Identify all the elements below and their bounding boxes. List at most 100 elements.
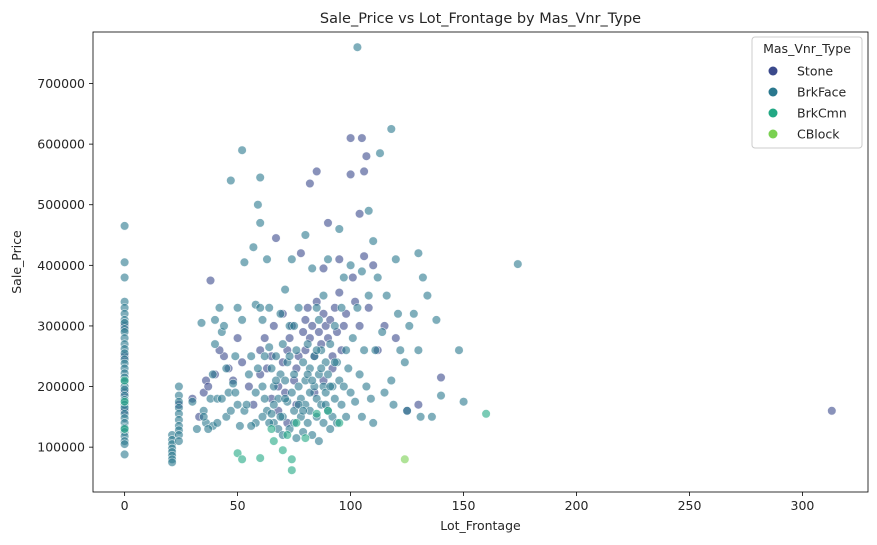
point-brkface (237, 145, 247, 155)
point-brkcmn (282, 430, 292, 440)
point-brkface (289, 321, 299, 331)
point-brkface (278, 339, 288, 349)
legend-label-cblock: CBlock (797, 127, 840, 142)
point-brkface (375, 148, 385, 158)
point-stone (339, 321, 349, 331)
legend-marker-brkcmn (768, 108, 778, 118)
point-brkface (388, 400, 399, 410)
point-brkface (341, 345, 351, 355)
point-brkface (352, 42, 363, 52)
point-stone (260, 333, 270, 343)
point-stone (355, 209, 365, 219)
point-brkface (303, 418, 313, 428)
point-brkface (379, 388, 390, 398)
point-brkface (330, 321, 340, 331)
point-brkface (210, 315, 220, 325)
point-brkface (355, 369, 365, 380)
point-brkface (413, 248, 424, 258)
x-tick-label: 300 (791, 498, 815, 513)
point-stone (305, 178, 315, 189)
point-stone (269, 321, 279, 331)
point-stone (357, 133, 367, 143)
point-brkface (400, 357, 410, 367)
point-brkface (339, 381, 349, 392)
x-axis-ticks: 0 50 100 150 200 250 300 (121, 492, 815, 513)
point-brkcmn (323, 406, 333, 416)
point-brkface (260, 351, 270, 361)
point-brkface (352, 303, 363, 313)
point-brkface (359, 345, 369, 355)
legend-marker-stone (768, 66, 778, 76)
point-brkface (416, 412, 426, 422)
point-brkface (346, 260, 356, 270)
point-brkface (427, 412, 437, 422)
point-stone (233, 333, 243, 343)
point-stone (312, 166, 322, 176)
point-brkface (350, 397, 360, 407)
legend-box (751, 36, 863, 149)
point-brkface (325, 339, 335, 349)
point-brkface (404, 321, 414, 331)
point-brkface (287, 254, 297, 264)
point-brkface (413, 345, 424, 355)
point-brkface (436, 391, 446, 401)
point-brkface (339, 272, 349, 283)
point-stone (323, 218, 333, 228)
point-brkface (298, 357, 308, 367)
point-stone (359, 251, 369, 261)
point-brkface (271, 351, 281, 361)
legend-label-stone: Stone (797, 64, 833, 79)
point-brkface (119, 221, 130, 231)
point-brkface (386, 375, 396, 386)
point-brkface (391, 254, 401, 264)
point-stone (307, 321, 317, 331)
point-brkface (237, 315, 247, 325)
point-stone (827, 406, 837, 416)
point-brkface (314, 436, 324, 446)
point-brkface (325, 424, 335, 434)
points-layer (119, 42, 837, 475)
point-brkcmn (334, 418, 344, 428)
point-brkcmn (278, 445, 288, 455)
point-brkface (382, 291, 392, 301)
point-brkface (409, 309, 419, 319)
point-brkcmn (291, 418, 302, 428)
point-brkface (280, 394, 290, 404)
point-brkface (266, 363, 277, 374)
point-brkface (221, 363, 231, 374)
point-brkface (312, 303, 322, 313)
point-brkface (323, 369, 333, 380)
point-brkface (334, 224, 344, 234)
point-brkface (262, 254, 272, 264)
point-brkface (226, 175, 236, 186)
point-stone (368, 260, 378, 270)
y-axis-label: Sale_Price (9, 230, 24, 294)
point-brkface (330, 357, 340, 367)
point-stone (314, 327, 324, 337)
point-brkface (312, 345, 322, 355)
point-cblock (400, 454, 410, 464)
point-brkface (260, 394, 270, 404)
point-brkface (373, 272, 383, 283)
point-brkface (257, 381, 268, 392)
point-brkface (386, 124, 396, 134)
point-brkcmn (255, 453, 265, 463)
point-brkface (257, 315, 268, 325)
y-tick-label: 600000 (37, 137, 85, 152)
point-brkface (119, 449, 130, 460)
point-brkface (255, 218, 265, 228)
point-brkface (513, 259, 523, 269)
point-stone (413, 400, 424, 410)
point-brkface (196, 318, 207, 328)
point-brkface (264, 303, 274, 313)
x-tick-label: 250 (678, 498, 702, 513)
point-brkface (280, 375, 290, 386)
point-stone (346, 169, 356, 179)
point-stone (318, 263, 329, 274)
point-brkface (119, 272, 130, 283)
point-brkface (253, 200, 263, 210)
x-tick-label: 150 (452, 498, 476, 513)
point-brkface (323, 254, 333, 264)
